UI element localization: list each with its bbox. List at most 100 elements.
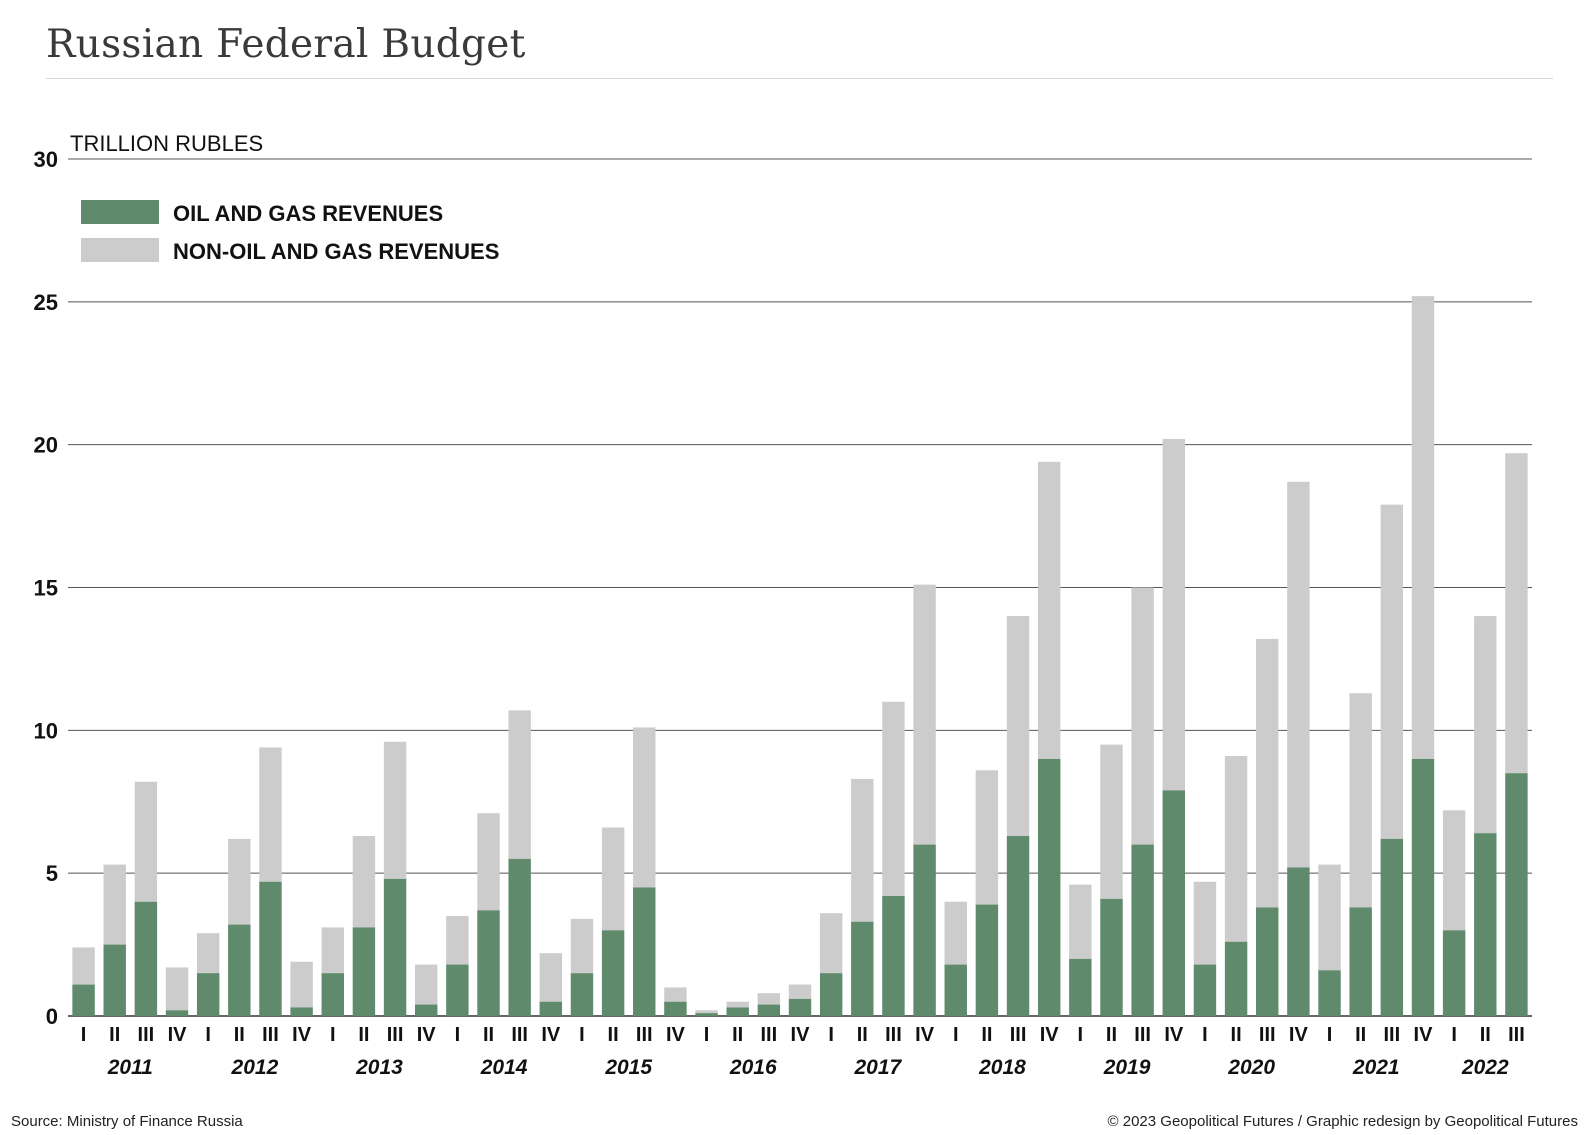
bar-non-oil-gas	[1131, 587, 1154, 845]
x-tick-label: II	[234, 1024, 245, 1046]
bar-non-oil-gas	[664, 987, 687, 1002]
x-tick-label: III	[1010, 1024, 1027, 1046]
bar-non-oil-gas	[134, 781, 158, 902]
x-tick-label: II	[857, 1024, 868, 1046]
bar-non-oil-gas	[383, 741, 407, 879]
x-tick-label: IV	[1164, 1024, 1184, 1046]
bar-oil-gas	[695, 1013, 718, 1016]
legend-swatch-non-oil-gas	[81, 238, 159, 262]
bar-non-oil-gas	[944, 901, 967, 965]
bar-non-oil-gas	[352, 836, 376, 928]
bar-oil-gas	[913, 844, 936, 1016]
bar-oil-gas	[72, 984, 95, 1016]
y-tick-label: 15	[34, 576, 58, 601]
x-tick-label: I	[953, 1024, 959, 1046]
bar-oil-gas	[570, 973, 594, 1016]
bar-non-oil-gas	[601, 827, 625, 931]
x-tick-labels: I II III IV I II III IV I II III IV I II III IV I II III IV…	[81, 1024, 1525, 1046]
bar-oil-gas	[290, 1007, 313, 1016]
year-label: 2020	[1227, 1056, 1275, 1079]
bar-non-oil-gas	[446, 916, 469, 965]
bar-oil-gas	[1131, 844, 1154, 1016]
bar-oil-gas	[1193, 964, 1217, 1016]
bar-non-oil-gas	[1006, 616, 1030, 837]
bar-non-oil-gas	[1037, 461, 1061, 759]
bar-non-oil-gas	[72, 947, 95, 985]
bar-non-oil-gas	[414, 964, 438, 1005]
x-tick-label: II	[1231, 1024, 1242, 1046]
bar-non-oil-gas	[196, 933, 220, 974]
x-tick-label: I	[1202, 1024, 1208, 1046]
year-label: 2022	[1461, 1056, 1509, 1079]
y-tick-label: 20	[34, 433, 58, 458]
bar-non-oil-gas	[882, 701, 905, 897]
bar-oil-gas	[601, 930, 625, 1016]
x-tick-label: I	[330, 1024, 336, 1046]
year-label: 2017	[854, 1056, 903, 1079]
bar-oil-gas	[1224, 941, 1248, 1016]
y-axis-label: TRILLION RUBLES	[70, 131, 263, 156]
x-tick-label: II	[483, 1024, 494, 1046]
bar-oil-gas	[633, 887, 656, 1016]
x-tick-label: III	[885, 1024, 902, 1046]
bar-non-oil-gas	[1224, 756, 1248, 942]
x-tick-label: III	[636, 1024, 653, 1046]
bar-non-oil-gas	[633, 727, 656, 888]
bar-oil-gas	[726, 1007, 749, 1016]
credit-note: © 2023 Geopolitical Futures / Graphic re…	[1107, 1113, 1578, 1130]
bar-non-oil-gas	[1069, 884, 1092, 959]
year-label: 2013	[355, 1056, 403, 1079]
x-tick-label: IV	[417, 1024, 437, 1046]
bar-oil-gas	[1442, 930, 1466, 1016]
x-tick-label: II	[1106, 1024, 1117, 1046]
x-tick-label: II	[732, 1024, 743, 1046]
bar-non-oil-gas	[1162, 438, 1186, 791]
bar-non-oil-gas	[290, 961, 313, 1008]
bar-non-oil-gas	[1442, 810, 1466, 931]
bar-oil-gas	[944, 964, 967, 1016]
x-tick-label: II	[1480, 1024, 1491, 1046]
x-tick-label: I	[704, 1024, 710, 1046]
bar-oil-gas	[165, 1010, 189, 1016]
bar-oil-gas	[1287, 867, 1310, 1016]
y-tick-label: 5	[46, 861, 58, 886]
x-tick-label: II	[981, 1024, 992, 1046]
year-label: 2018	[978, 1056, 1026, 1079]
x-tick-label: IV	[1040, 1024, 1060, 1046]
x-tick-label: I	[81, 1024, 87, 1046]
x-tick-label: I	[828, 1024, 834, 1046]
bar-oil-gas	[134, 901, 158, 1016]
x-tick-label: II	[109, 1024, 120, 1046]
bar-oil-gas	[196, 973, 220, 1016]
x-tick-label: II	[358, 1024, 369, 1046]
bar-oil-gas	[1037, 758, 1061, 1016]
bar-oil-gas	[1006, 836, 1030, 1016]
bar-oil-gas	[539, 1001, 563, 1016]
bar-oil-gas	[757, 1004, 781, 1016]
bar-oil-gas	[228, 924, 251, 1016]
x-tick-label: I	[1327, 1024, 1333, 1046]
x-tick-label: II	[1355, 1024, 1366, 1046]
bar-non-oil-gas	[913, 584, 936, 845]
x-tick-label: IV	[666, 1024, 686, 1046]
bar-non-oil-gas	[570, 918, 594, 974]
bar-non-oil-gas	[1505, 453, 1528, 774]
bar-non-oil-gas	[1318, 864, 1341, 971]
title-divider	[46, 78, 1553, 79]
bar-non-oil-gas	[1100, 744, 1123, 899]
bar-oil-gas	[788, 998, 812, 1016]
bar-non-oil-gas	[165, 967, 189, 1011]
x-tick-label: IV	[1414, 1024, 1434, 1046]
bar-non-oil-gas	[819, 913, 843, 974]
legend-label-non-oil-gas: NON-OIL AND GAS REVENUES	[173, 239, 499, 264]
bar-oil-gas	[975, 904, 999, 1016]
legend: OIL AND GAS REVENUES NON-OIL AND GAS REV…	[81, 200, 499, 264]
bar-oil-gas	[819, 973, 843, 1016]
bar-oil-gas	[321, 973, 344, 1016]
bar-non-oil-gas	[539, 953, 563, 1002]
bars	[72, 296, 1528, 1016]
x-tick-label: IV	[1289, 1024, 1309, 1046]
bar-non-oil-gas	[1380, 504, 1404, 839]
x-tick-label: I	[205, 1024, 211, 1046]
x-tick-label: III	[1508, 1024, 1525, 1046]
